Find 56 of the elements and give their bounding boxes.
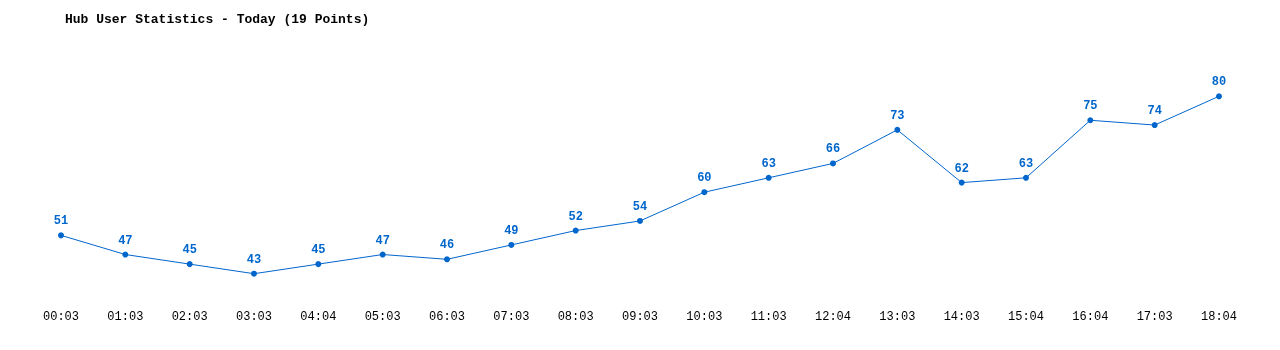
data-label: 66 [825, 142, 841, 157]
data-label: 74 [1147, 104, 1162, 119]
data-label: 62 [954, 161, 969, 176]
data-label: 47 [118, 233, 133, 248]
point [315, 261, 322, 268]
x-tick-label: 13:03 [879, 310, 916, 324]
x-tick-label: 14:03 [943, 310, 980, 324]
data-label: 52 [568, 209, 583, 224]
x-tick-label: 17:03 [1136, 310, 1173, 324]
point [186, 261, 193, 268]
data-label: 63 [761, 156, 776, 171]
data-label: 49 [504, 223, 519, 238]
data-label: 80 [1211, 75, 1227, 90]
point [444, 256, 450, 263]
x-tick-label: 18:04 [1200, 310, 1238, 324]
x-tick-label: 15:04 [1007, 310, 1045, 324]
point [701, 189, 708, 196]
x-tick-label: 07:03 [493, 310, 530, 324]
chart-title: Hub User Statistics - Today (19 Points) [65, 12, 370, 27]
point [58, 232, 64, 239]
data-label: 75 [1083, 99, 1098, 114]
x-tick-label: 16:04 [1072, 310, 1109, 324]
data-label: 73 [890, 108, 905, 123]
x-tick-label: 01:03 [107, 310, 144, 324]
point [830, 160, 836, 167]
x-tick-label: 11:03 [750, 310, 787, 324]
point [1023, 174, 1029, 181]
x-tick-label: 03:03 [235, 310, 273, 324]
x-tick-label: 02:03 [171, 310, 208, 324]
data-label: 51 [53, 214, 69, 229]
x-tick-label: 12:04 [814, 310, 852, 324]
data-label: 45 [311, 243, 326, 258]
x-tick-label: 08:03 [557, 310, 594, 324]
data-label: 60 [697, 171, 712, 186]
point [251, 270, 257, 277]
point [1216, 93, 1222, 100]
data-label: 47 [375, 233, 390, 248]
data-label: 46 [439, 238, 455, 253]
point [1151, 122, 1158, 129]
x-tick-label: 00:03 [42, 310, 80, 324]
x-tick-label: 10:03 [686, 310, 723, 324]
x-tick-label: 05:03 [364, 310, 401, 324]
point [637, 217, 643, 224]
x-tick-label: 09:03 [621, 310, 659, 324]
data-label: 45 [182, 243, 197, 258]
x-tick-label: 06:03 [428, 310, 466, 324]
point [1087, 117, 1094, 124]
point [765, 174, 772, 181]
data-label: 54 [632, 199, 648, 214]
point [572, 227, 579, 234]
point [508, 241, 515, 248]
point [958, 179, 965, 186]
x-tick-label: 04:04 [300, 310, 337, 324]
point [894, 126, 901, 133]
data-label: 43 [246, 252, 262, 267]
data-label: 63 [1018, 156, 1034, 171]
